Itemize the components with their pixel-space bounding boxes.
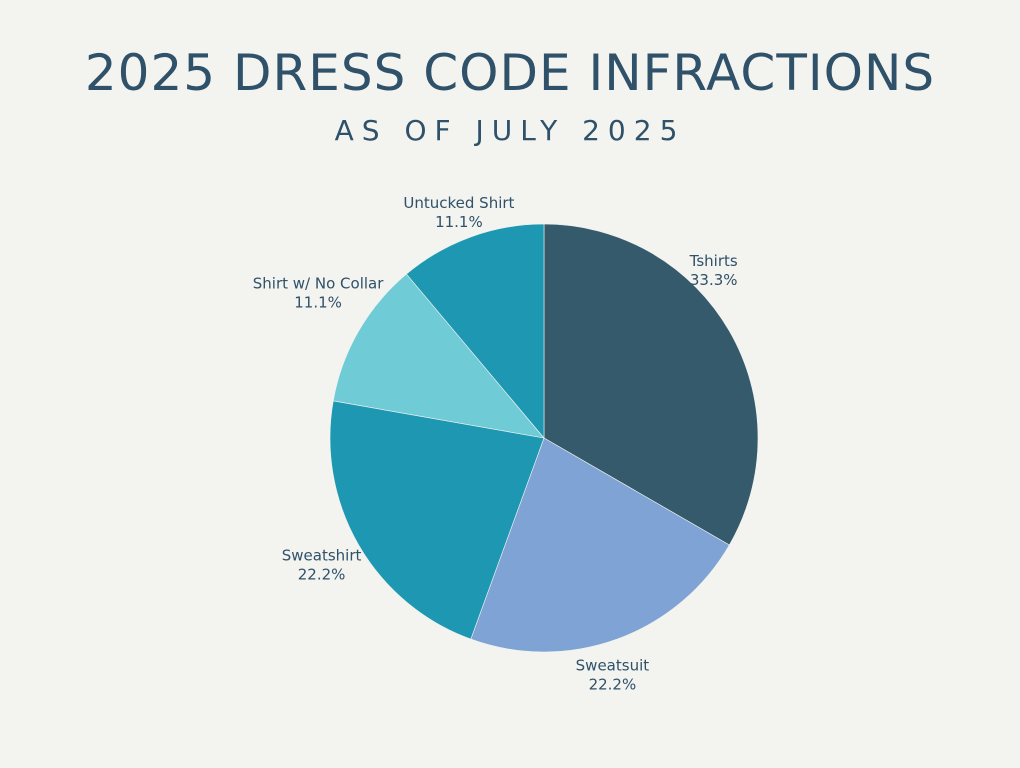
slice-label: Sweatshirt 22.2% [282,546,362,583]
slice-category-label: Shirt w/ No Collar [253,275,384,293]
slice-label: Sweatsuit 22.2% [576,657,650,694]
slice-value-label: 22.2% [589,676,637,694]
slice-value-label: 11.1% [435,213,483,231]
slice-label: Untucked Shirt 11.1% [403,194,514,231]
slice-category-label: Sweatshirt [282,546,362,564]
slice-label: Tshirts 33.3% [689,252,738,289]
slice-value-label: 11.1% [294,294,342,312]
slice-label: Shirt w/ No Collar 11.1% [253,275,384,312]
pie-chart: Tshirts 33.3%Sweatsuit 22.2%Sweatshirt 22.2… [0,0,1020,768]
slice-category-label: Sweatsuit [576,657,650,675]
slice-value-label: 22.2% [298,565,346,583]
slice-value-label: 33.3% [690,271,738,289]
slice-category-label: Untucked Shirt [403,194,514,212]
slice-category-label: Tshirts [689,252,738,270]
